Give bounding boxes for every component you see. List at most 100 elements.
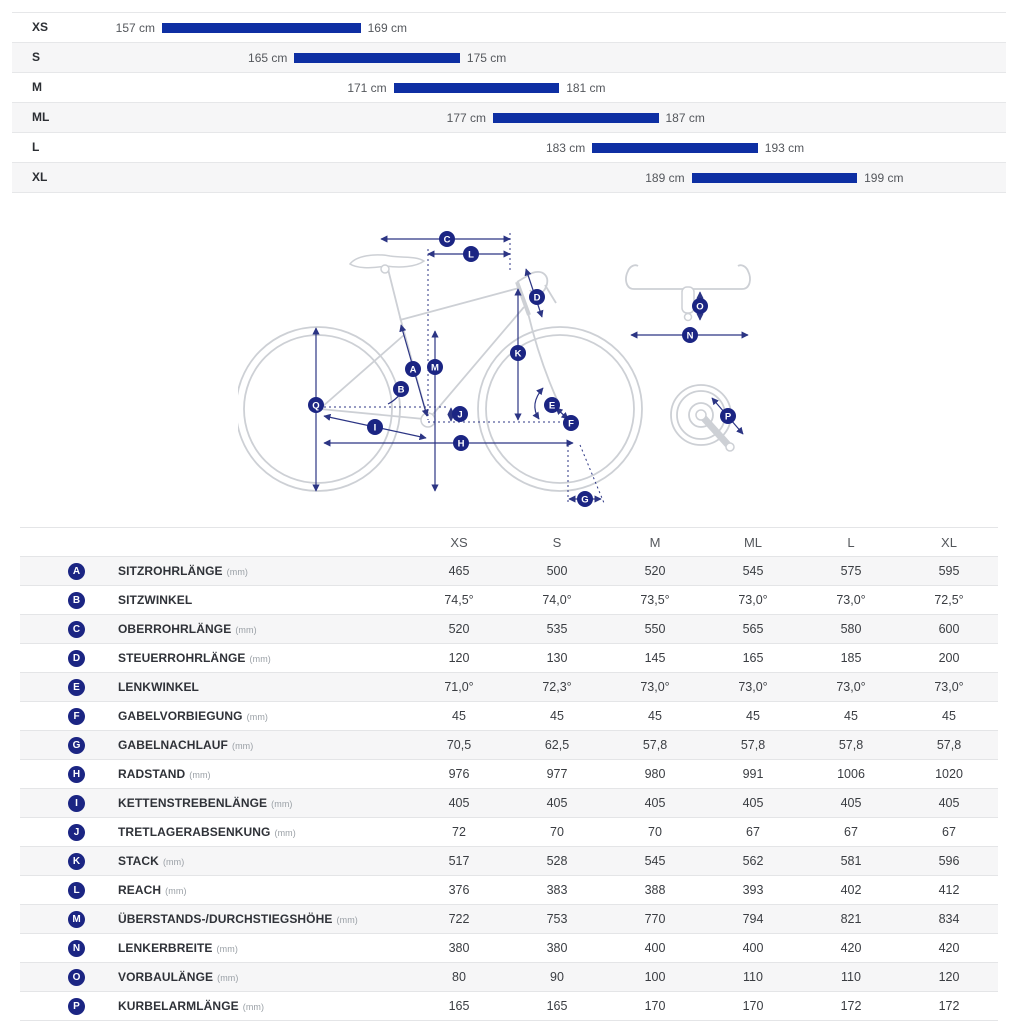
size-label: L [32, 140, 40, 154]
max-height-label: 199 cm [864, 171, 904, 185]
cell-value: 980 [606, 759, 704, 789]
marker-badge-j: J [452, 406, 468, 422]
max-height-label: 169 cm [367, 21, 407, 35]
column-header-l: L [802, 527, 900, 557]
height-range-bar [493, 113, 659, 123]
cell-value: 535 [508, 614, 606, 644]
cell-value: 405 [704, 788, 802, 818]
row-unit: (mm) [216, 944, 238, 954]
marker-badge-n: N [682, 327, 698, 343]
svg-text:Q: Q [312, 401, 319, 412]
row-label: STEUERROHRLÄNGE (mm) [118, 651, 271, 665]
min-height-label: 177 cm [446, 111, 486, 125]
cell-value: 72 [410, 817, 508, 847]
cell-value: 520 [410, 614, 508, 644]
svg-text:F: F [568, 419, 574, 430]
marker-badge-q: Q [308, 397, 324, 413]
cell-value: 581 [802, 846, 900, 876]
row-label: GABELNACHLAUF (mm) [118, 738, 254, 752]
cell-value: 722 [410, 904, 508, 934]
cell-value: 821 [802, 904, 900, 934]
min-height-label: 171 cm [347, 81, 387, 95]
cell-value: 57,8 [606, 730, 704, 760]
table-row-n: N LENKERBREITE (mm) 380 380 400 400 420 420 [20, 933, 998, 963]
svg-text:H: H [458, 439, 465, 450]
cell-value: 45 [900, 701, 998, 731]
cell-value: 120 [900, 962, 998, 992]
cell-value: 200 [900, 643, 998, 673]
table-row-f: F GABELVORBIEGUNG (mm) 45 45 45 45 45 45 [20, 701, 998, 731]
cell-value: 120 [410, 643, 508, 673]
cell-value: 74,0° [508, 585, 606, 615]
cell-value: 465 [410, 556, 508, 586]
row-unit: (mm) [274, 828, 296, 838]
height-range-bar [294, 53, 460, 63]
cell-value: 1020 [900, 759, 998, 789]
height-range-bar [691, 173, 858, 183]
cell-value: 405 [508, 788, 606, 818]
marker-badge-m: M [427, 359, 443, 375]
row-unit: (mm) [336, 915, 358, 925]
max-height-label: 187 cm [665, 111, 705, 125]
cell-value: 420 [802, 933, 900, 963]
size-row-s: S 165 cm 175 cm [12, 43, 1006, 73]
row-unit: (mm) [246, 712, 269, 722]
size-label: ML [32, 110, 50, 124]
row-letter-badge: J [68, 823, 85, 841]
cell-value: 73,5° [606, 585, 704, 615]
marker-badge-o: O [692, 298, 708, 314]
cell-value: 67 [900, 817, 998, 847]
cell-value: 575 [802, 556, 900, 586]
handlebar-top-view [625, 264, 751, 322]
cell-value: 165 [410, 991, 508, 1021]
row-letter-badge: A [68, 562, 85, 580]
cell-value: 70,5 [410, 730, 508, 760]
cell-value: 402 [802, 875, 900, 905]
column-header-s: S [508, 527, 606, 557]
cell-value: 45 [704, 701, 802, 731]
table-row-h: H RADSTAND (mm) 976 977 980 991 1006 1020 [20, 759, 998, 789]
cell-value: 57,8 [802, 730, 900, 760]
row-letter-badge: D [68, 649, 85, 667]
row-unit: (mm) [249, 654, 271, 664]
marker-badge-i: I [367, 419, 383, 435]
row-letter-badge: I [68, 794, 85, 812]
geometry-diagram-svg: AB C D E F G H I J K L M N O P Q [235, 231, 751, 507]
cell-value: 170 [704, 991, 802, 1021]
cell-value: 73,0° [900, 672, 998, 702]
cell-value: 405 [900, 788, 998, 818]
row-unit: (mm) [235, 625, 257, 635]
cell-value: 412 [900, 875, 998, 905]
seatpost-and-saddle [348, 254, 426, 322]
table-row-l: L REACH (mm) 376 383 388 393 402 412 [20, 875, 998, 905]
row-letter-badge: L [68, 881, 85, 899]
cell-value: 70 [606, 817, 704, 847]
cell-value: 172 [900, 991, 998, 1021]
svg-text:J: J [457, 410, 462, 421]
cell-value: 595 [900, 556, 998, 586]
marker-badges: AB C D E F G H I J K L M N O P Q [308, 231, 736, 507]
svg-text:A: A [410, 365, 417, 376]
front-wheel [477, 326, 643, 492]
cell-value: 70 [508, 817, 606, 847]
cell-value: 45 [410, 701, 508, 731]
table-row-p: P KURBELARMLÄNGE (mm) 165 165 170 170 172 172 [20, 991, 998, 1021]
row-letter-badge: F [68, 707, 85, 725]
cell-value: 562 [704, 846, 802, 876]
size-row-l: L 183 cm 193 cm [12, 133, 1006, 163]
table-row-i: I KETTENSTREBENLÄNGE (mm) 405 405 405 405 405 40… [20, 788, 998, 818]
table-row-g: G GABELNACHLAUF (mm) 70,5 62,5 57,8 57,8 57,8 57… [20, 730, 998, 760]
cell-value: 977 [508, 759, 606, 789]
cell-value: 172 [802, 991, 900, 1021]
svg-text:C: C [444, 235, 451, 246]
table-row-e: E LENKWINKEL 71,0° 72,3° 73,0° 73,0° 73,0° 73,0… [20, 672, 998, 702]
cell-value: 73,0° [606, 672, 704, 702]
svg-text:O: O [696, 302, 703, 313]
table-row-j: J TRETLAGERABSENKUNG (mm) 72 70 70 67 67 67 [20, 817, 998, 847]
cell-value: 380 [508, 933, 606, 963]
marker-badge-e: E [544, 397, 560, 413]
min-height-label: 189 cm [645, 171, 685, 185]
cell-value: 73,0° [802, 585, 900, 615]
cell-value: 72,3° [508, 672, 606, 702]
cell-value: 405 [606, 788, 704, 818]
